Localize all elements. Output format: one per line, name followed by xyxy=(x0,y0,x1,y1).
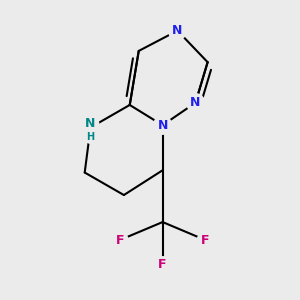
Circle shape xyxy=(187,94,205,112)
Text: N: N xyxy=(85,117,96,130)
Text: F: F xyxy=(158,258,167,271)
Text: F: F xyxy=(116,234,124,247)
Circle shape xyxy=(169,22,187,40)
Circle shape xyxy=(154,116,172,134)
Text: N: N xyxy=(158,119,168,132)
Circle shape xyxy=(197,232,214,248)
Text: H: H xyxy=(86,132,94,142)
Circle shape xyxy=(82,116,99,132)
Text: N: N xyxy=(172,24,183,37)
Text: N: N xyxy=(190,96,201,109)
Text: F: F xyxy=(201,234,210,247)
Circle shape xyxy=(154,257,171,273)
Circle shape xyxy=(112,232,128,248)
Circle shape xyxy=(85,131,96,143)
